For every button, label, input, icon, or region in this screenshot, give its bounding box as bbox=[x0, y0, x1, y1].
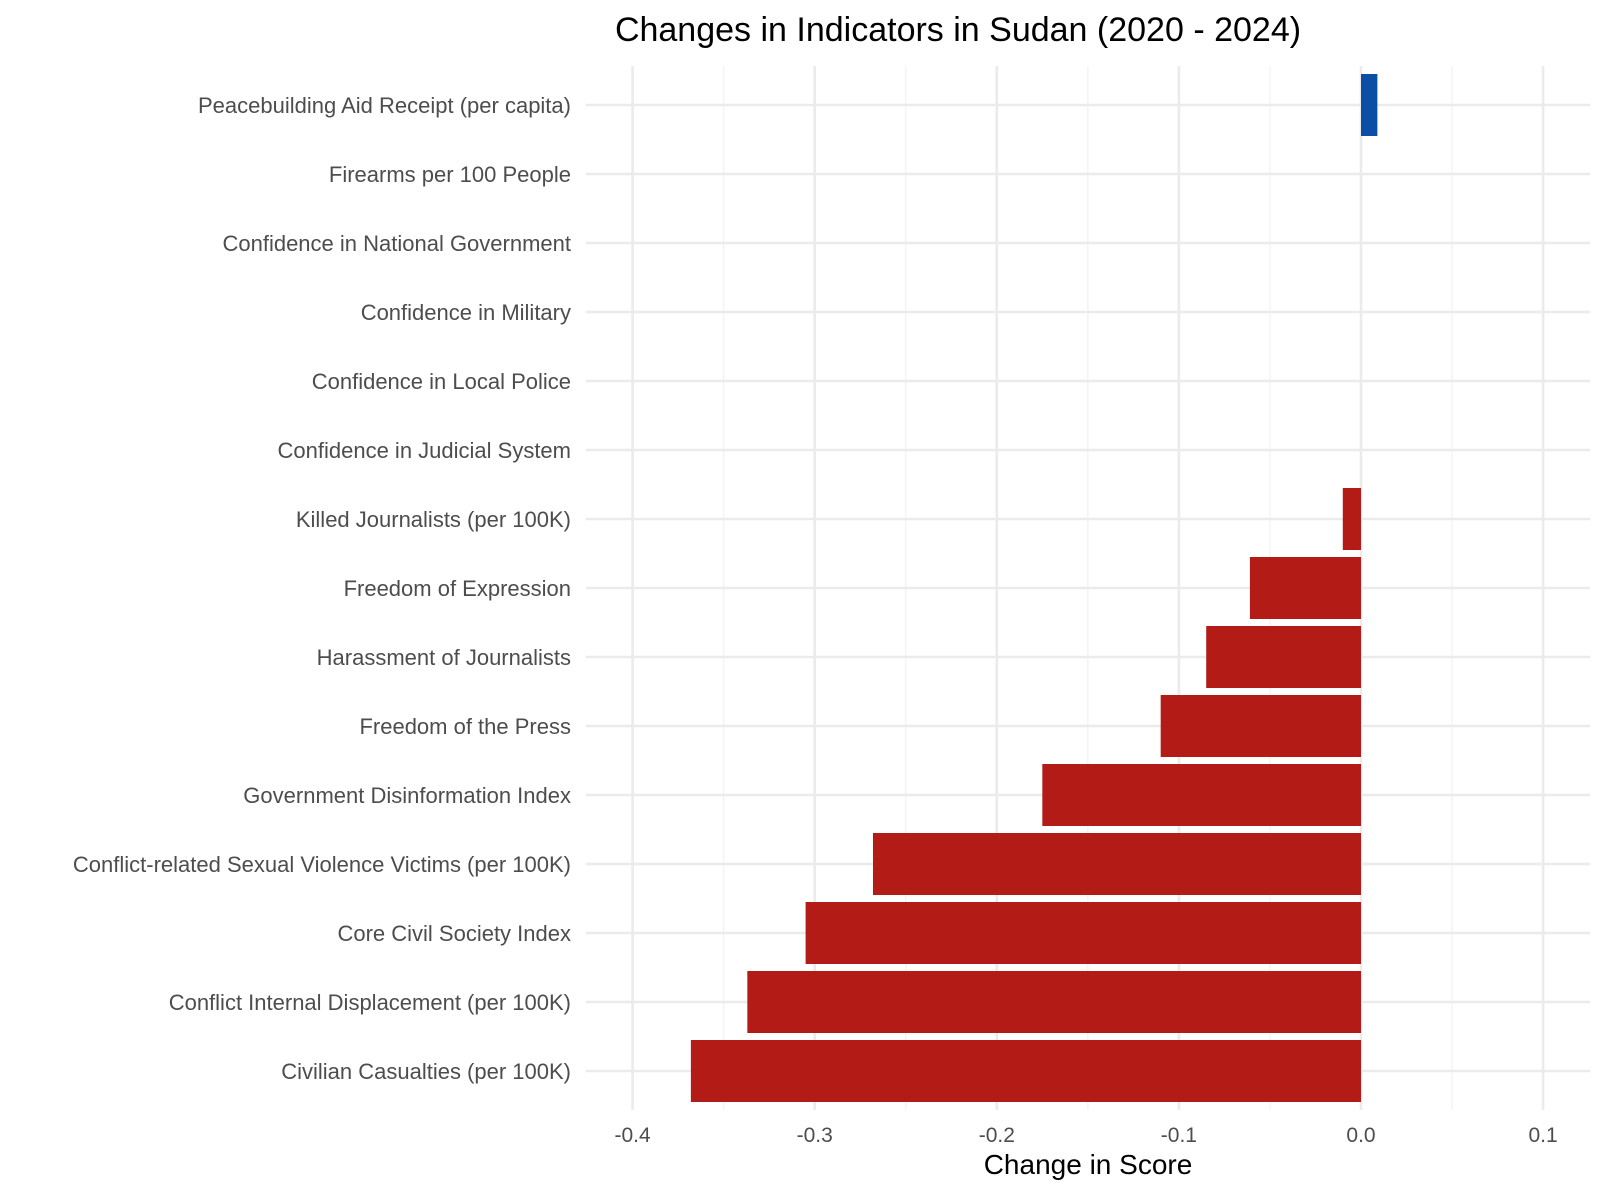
category-label: Firearms per 100 People bbox=[329, 162, 571, 187]
bar bbox=[872, 833, 1361, 895]
category-labels: Peacebuilding Aid Receipt (per capita) Fi… bbox=[73, 93, 571, 1084]
category-label: Freedom of the Press bbox=[359, 714, 571, 739]
x-tick-labels: -0.4 -0.3 -0.2 -0.1 0.0 0.1 bbox=[615, 1124, 1558, 1147]
category-label: Core Civil Society Index bbox=[337, 921, 571, 946]
category-label: Confidence in Local Police bbox=[312, 369, 571, 394]
category-label: Harassment of Journalists bbox=[317, 645, 571, 670]
bar bbox=[1249, 557, 1361, 619]
category-label: Confidence in Judicial System bbox=[278, 438, 571, 463]
x-tick-label: -0.2 bbox=[979, 1124, 1015, 1147]
category-label: Confidence in National Government bbox=[222, 231, 571, 256]
bar bbox=[1160, 695, 1361, 757]
bar bbox=[690, 1040, 1361, 1102]
bar bbox=[1342, 488, 1361, 550]
bars bbox=[690, 74, 1378, 1102]
x-tick-label: 0.0 bbox=[1346, 1124, 1375, 1147]
x-tick-label: 0.1 bbox=[1528, 1124, 1557, 1147]
x-tick-label: -0.4 bbox=[615, 1124, 652, 1147]
chart-title: Changes in Indicators in Sudan (2020 - 2… bbox=[615, 11, 1301, 49]
category-label: Peacebuilding Aid Receipt (per capita) bbox=[198, 93, 571, 118]
category-label: Conflict Internal Displacement (per 100K… bbox=[169, 990, 571, 1015]
category-label: Killed Journalists (per 100K) bbox=[296, 507, 571, 532]
category-label: Government Disinformation Index bbox=[243, 783, 571, 808]
x-axis-title: Change in Score bbox=[984, 1149, 1193, 1180]
bar bbox=[1206, 626, 1361, 688]
bar bbox=[1042, 764, 1361, 826]
bar bbox=[1361, 74, 1378, 136]
category-label: Freedom of Expression bbox=[344, 576, 571, 601]
bar bbox=[747, 971, 1361, 1033]
category-label: Confidence in Military bbox=[361, 300, 571, 325]
category-label: Civilian Casualties (per 100K) bbox=[281, 1059, 571, 1084]
x-tick-label: -0.3 bbox=[797, 1124, 833, 1147]
category-label: Conflict-related Sexual Violence Victims… bbox=[73, 852, 571, 877]
bar bbox=[805, 902, 1361, 964]
x-tick-label: -0.1 bbox=[1161, 1124, 1197, 1147]
